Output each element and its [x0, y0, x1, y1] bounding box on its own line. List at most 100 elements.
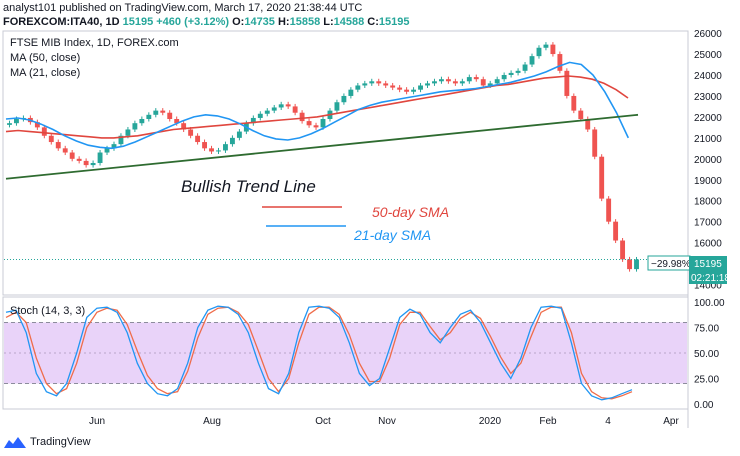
candle-body [146, 114, 152, 119]
candle-body [188, 129, 194, 136]
price-tick-label: 24000 [694, 71, 722, 82]
sma50-label: 50-day SMA [372, 204, 449, 220]
stoch-tick-label: 75.00 [694, 324, 719, 335]
candle-body [473, 77, 479, 80]
candle-body [480, 79, 486, 86]
close-value: 15195 [378, 16, 410, 28]
tradingview-logo[interactable]: TradingView [4, 436, 91, 448]
price-tag: 15195 [694, 259, 722, 270]
price-tick-label: 17000 [694, 218, 722, 229]
low-label: L: [323, 16, 334, 28]
low-value: 14588 [333, 16, 365, 28]
bullish-trend-line [5, 113, 639, 180]
candle-body [209, 148, 214, 152]
price-axis[interactable]: 1400015000160001700018000190002000021000… [694, 29, 722, 291]
candle-body [83, 160, 89, 166]
candle-body [627, 259, 632, 270]
candle-body [369, 81, 375, 84]
candle-body [571, 95, 577, 111]
candle-body [355, 85, 361, 90]
candle-body [606, 198, 612, 222]
candle-body [229, 137, 235, 145]
sma21-label: 21-day SMA [353, 227, 431, 243]
indicator-lines [4, 61, 687, 260]
price-tick-label: 22000 [694, 113, 722, 124]
candle-body [292, 106, 298, 113]
candle-body [452, 81, 458, 84]
candle-body [195, 135, 201, 143]
candle-body [620, 240, 626, 260]
candle-body [104, 148, 110, 153]
chart-title: FTSE MIB Index, 1D, FOREX.com [10, 37, 179, 49]
price-tick-label: 25000 [694, 50, 722, 61]
candle-body [466, 77, 472, 82]
candle-body [202, 142, 207, 149]
time-tick-label: Oct [315, 416, 331, 427]
candle-body [550, 44, 556, 55]
candle-body [236, 131, 242, 138]
candle-body [494, 79, 500, 84]
candle-body [578, 110, 584, 119]
time-tick-label: Nov [378, 416, 396, 427]
candle-body [223, 144, 228, 151]
time-tick-label: Apr [663, 416, 679, 427]
candle-body [592, 129, 598, 157]
price-tick-label: 26000 [694, 29, 722, 40]
time-tick-label: Jun [89, 416, 105, 427]
candle-body [76, 158, 82, 161]
candle-body [564, 70, 570, 96]
candle-body [634, 259, 639, 270]
time-tick-label: Aug [203, 416, 221, 427]
candle-body [397, 87, 403, 90]
candle-body [132, 123, 138, 130]
candle-body [383, 83, 389, 86]
time-axis[interactable]: Jun Aug Oct Nov 2020 Feb 4 Apr [89, 416, 680, 427]
candle-body [613, 221, 619, 241]
price-tick-label: 20000 [694, 155, 722, 166]
candle-body [459, 81, 465, 84]
candle-body [320, 119, 326, 128]
price-tag-bg [689, 256, 727, 270]
candle-body [34, 122, 40, 128]
candle-body [543, 44, 549, 48]
candle-body [216, 150, 221, 152]
candle-body [515, 70, 521, 73]
candle-body [125, 129, 131, 136]
candle-body [585, 119, 591, 130]
candle-body [41, 127, 47, 136]
candle-body [599, 156, 605, 199]
timer-tag: 02:21:18 [691, 273, 730, 284]
ma21-legend: MA (21, close) [10, 67, 80, 79]
stoch-lines [5, 305, 633, 401]
candle-body [250, 117, 256, 124]
candle-body [90, 163, 96, 166]
candle-body [181, 123, 187, 130]
last-value: 15195 [122, 16, 154, 28]
candle-body [425, 83, 430, 86]
ma50-line [5, 75, 629, 139]
main-pane-frame [2, 30, 689, 296]
stoch-k-line [5, 305, 633, 401]
candle-body [362, 83, 368, 86]
open-value: 14735 [244, 16, 275, 28]
chart-header: analyst101 published on TradingView.com,… [3, 1, 410, 29]
candle-body [118, 135, 124, 145]
price-tick-label: 16000 [694, 239, 722, 250]
candle-body [167, 112, 173, 119]
candle-body [306, 121, 312, 126]
candle-body [278, 104, 284, 108]
candle-body [334, 102, 340, 111]
candle-body [55, 142, 61, 149]
close-label: C: [367, 16, 379, 28]
candle-body [487, 83, 493, 86]
price-tick-label: 14000 [694, 281, 722, 292]
stoch-title: Stoch (14, 3, 3) [10, 305, 85, 317]
ma21-line [5, 61, 630, 150]
ma50-legend: MA (50, close) [10, 52, 80, 64]
candle-body [313, 125, 319, 128]
symbol-line: FOREXCOM:ITA40, 1D 15195 +460 (+3.12%) O… [3, 15, 410, 29]
stoch-tick-label: 25.00 [694, 374, 719, 385]
publisher-line: analyst101 published on TradingView.com,… [3, 2, 363, 14]
candle-body [271, 107, 277, 111]
